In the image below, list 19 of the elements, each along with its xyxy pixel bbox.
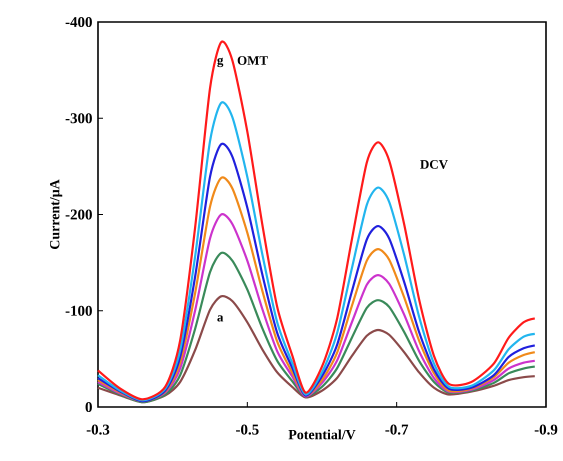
line-series	[96, 41, 536, 400]
x-axis-title: Potential/V	[288, 430, 356, 440]
line-series	[96, 252, 536, 404]
x-tick-label: -0.3	[86, 424, 110, 435]
line-series	[96, 295, 536, 404]
x-tick-label: -0.7	[385, 424, 408, 435]
y-tick-label: -100	[66, 306, 92, 316]
y-tick-label: -200	[66, 209, 92, 220]
annotation: g	[217, 58, 224, 68]
y-tick-label: 0	[86, 402, 92, 412]
x-tick-label: -0.5	[236, 424, 259, 435]
annotation: DCV	[420, 160, 448, 169]
y-tick-label: -300	[66, 113, 92, 124]
y-tick-label: -400	[66, 16, 92, 28]
x-tick-label: -0.9	[534, 424, 558, 435]
y-axis-title: Current/μA	[50, 179, 62, 250]
line-series	[96, 213, 536, 402]
annotation: a	[217, 315, 224, 322]
annotation: OMT	[238, 56, 268, 65]
